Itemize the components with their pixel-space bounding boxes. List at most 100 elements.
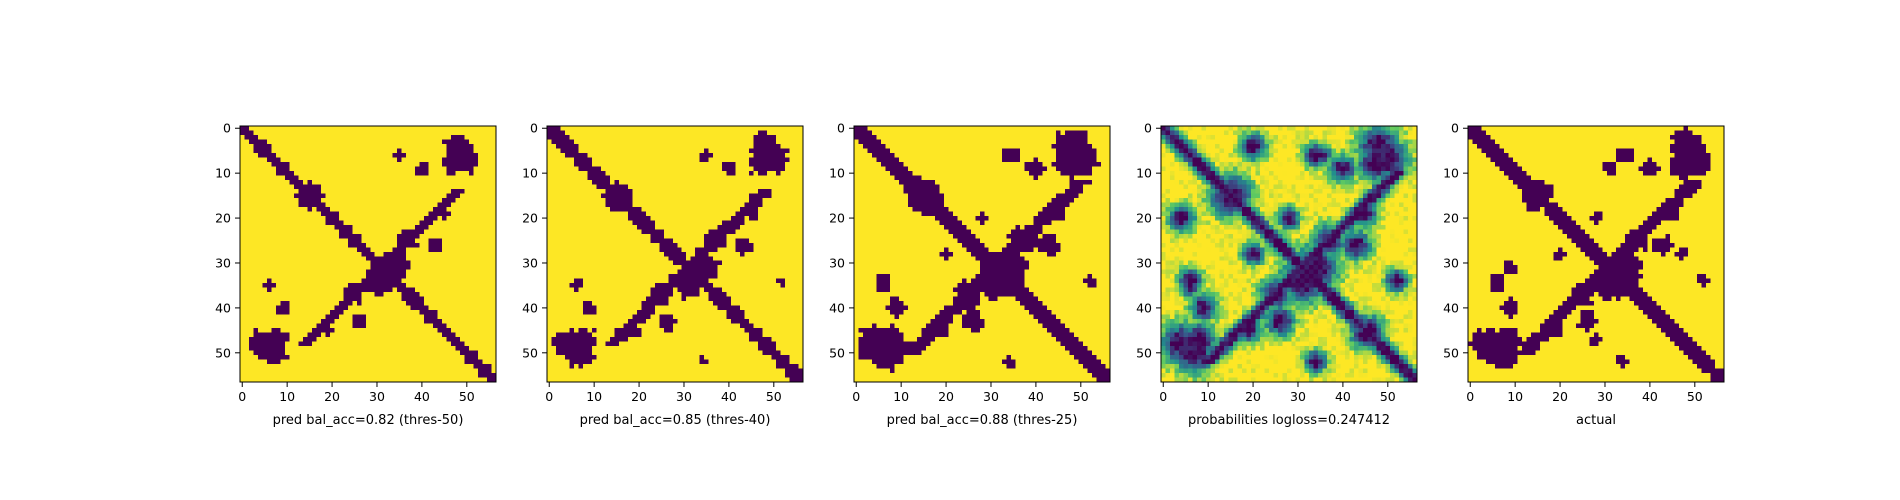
heatmap-cell [464,337,470,342]
heatmap-cell [460,314,465,320]
heatmap-cell [771,130,777,136]
heatmap-cell [262,314,268,320]
heatmap-cell [325,215,331,221]
heatmap-cell [582,157,588,163]
heatmap-cell [424,305,429,311]
heatmap-cell [248,197,254,203]
heatmap-cell [356,350,362,356]
heatmap-cell [244,355,250,360]
heatmap-cell [794,170,799,176]
heatmap-cell [605,157,611,163]
heatmap-cell [240,184,245,190]
heatmap-cell [623,206,629,212]
heatmap-cell [352,341,358,347]
heatmap-cell [347,143,353,149]
heatmap-cell [789,152,795,158]
heatmap-cell [271,350,277,356]
heatmap-cell [284,161,290,167]
heatmap-cell [419,283,425,289]
heatmap-cell [293,157,299,163]
heatmap-cell [663,206,669,212]
heatmap-cell [325,301,331,306]
heatmap-cell [735,197,741,203]
heatmap-cell [289,296,295,302]
heatmap-cell [446,233,452,239]
heatmap-cell [392,310,398,315]
heatmap-cell [410,184,416,190]
heatmap-cell [329,332,335,338]
heatmap-cell [370,346,376,351]
heatmap-cell [307,346,313,351]
heatmap-cell [555,193,561,199]
heatmap-cell [316,319,322,324]
heatmap-cell [262,148,268,154]
heatmap-cell [401,130,407,136]
heatmap-cell [560,134,566,140]
heatmap-cell [442,238,447,244]
heatmap-cell [704,157,710,163]
heatmap-cell [356,319,362,324]
heatmap-cell [767,224,772,230]
heatmap-cell [767,179,772,185]
heatmap-cell [632,175,638,181]
heatmap-cell [573,197,579,203]
heatmap-cell [302,139,308,145]
heatmap-cell [717,220,723,226]
heatmap-cell [401,126,407,131]
heatmap-cell [307,170,313,176]
heatmap-cell [668,143,674,149]
heatmap-cell [771,175,777,181]
heatmap-cell [320,242,326,248]
heatmap-cell [320,265,326,271]
heatmap-cell [424,220,429,226]
heatmap-cell [289,283,295,289]
heatmap-cell [596,126,602,131]
heatmap-cell [410,130,416,136]
heatmap-cell [551,152,557,158]
heatmap-cell [266,377,272,383]
heatmap-cell [347,296,353,302]
heatmap-cell [695,206,701,212]
heatmap-cell [334,256,340,262]
heatmap-cell [347,260,353,266]
heatmap-cell [446,368,452,374]
heatmap-cell [320,296,326,302]
heatmap-cell [632,251,638,257]
heatmap-cell [442,148,447,154]
heatmap-cell [551,215,557,221]
heatmap-cell [311,368,317,374]
heatmap-cell [410,346,416,351]
heatmap-cell [397,188,403,194]
heatmap-cell [419,148,425,154]
heatmap-cell [460,238,465,244]
heatmap-cell [406,377,412,383]
heatmap-cell [406,337,412,342]
heatmap-cell [352,310,358,315]
heatmap-cell [767,247,772,253]
heatmap-cell [636,197,642,203]
heatmap-cell [551,157,557,163]
heatmap-cell [379,238,385,244]
heatmap-cell [460,224,465,230]
heatmap-cell [415,188,420,194]
heatmap-cell [618,139,624,145]
heatmap-cell [428,323,434,329]
heatmap-cell [320,229,326,235]
heatmap-cell [785,202,790,208]
heatmap-cell [253,341,259,347]
heatmap-cell [780,224,786,230]
heatmap-cell [578,251,584,257]
heatmap-cell [451,175,456,181]
heatmap-cell [469,161,474,167]
heatmap-cell [329,215,335,221]
heatmap-cell [428,175,434,181]
heatmap-cell [401,278,407,284]
heatmap-cell [244,170,250,176]
heatmap-cell [564,238,570,244]
heatmap-cell [573,238,579,244]
heatmap-cell [415,314,420,320]
heatmap-cell [713,224,719,230]
heatmap-cell [262,368,268,374]
heatmap-cell [726,143,732,149]
heatmap-cell [284,323,290,329]
